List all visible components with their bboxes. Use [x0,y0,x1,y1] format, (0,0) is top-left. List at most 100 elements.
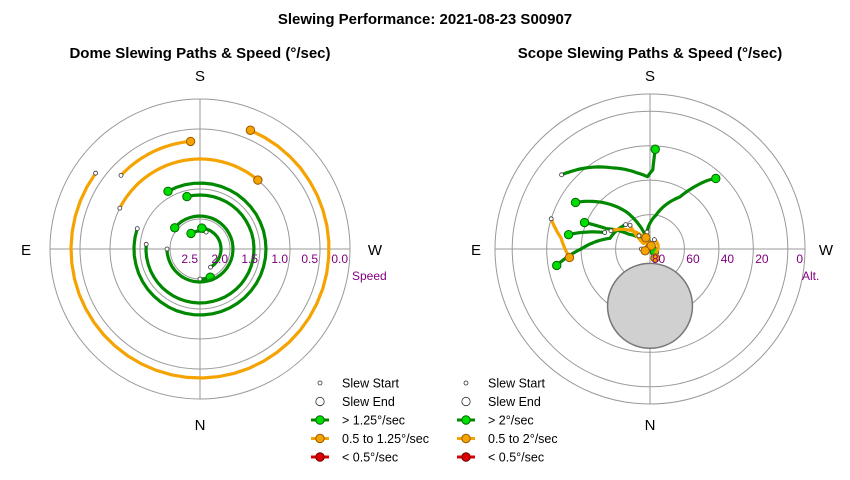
slew-path [132,181,268,317]
legend-label: Slew End [342,395,395,409]
slew-path [118,157,260,210]
radial-tick-label: 0.5 [301,252,318,266]
dome-polar-grid [49,98,351,400]
slew-end-marker [552,260,562,271]
slew-end-marker [650,253,660,263]
slew-start-marker [602,230,608,235]
dome-compass-top: S [195,68,205,85]
slew-end-marker [170,223,180,233]
slew-start-marker [93,170,99,176]
radial-tick-label: 20 [755,252,769,266]
radial-tick-label: 80 [652,252,666,266]
legend-label: Slew End [488,395,541,409]
slew-end-marker [245,125,256,135]
slew-end-marker [570,197,581,208]
legend-slew-end-marker [461,396,471,407]
radial-tick-label: 1.0 [271,252,288,266]
scope-compass-left: E [471,242,481,259]
slew-end-marker [182,191,192,202]
slew-end-marker [163,186,173,196]
slew-start-marker [608,228,614,234]
dome-compass-right: W [368,242,383,259]
scope-chart-title: Scope Slewing Paths & Speed (°/sec) [518,45,782,62]
radial-tick-label: 40 [721,252,735,266]
slew-start-marker [208,264,213,270]
legend-label: < 0.5°/sec [342,451,398,465]
legend-medium-marker [461,433,471,444]
dome-chart-title: Dome Slewing Paths & Speed (°/sec) [69,45,330,62]
slew-end-marker [253,175,263,185]
legend-slew-start-marker [317,380,323,386]
legend-slew-end-marker [315,396,325,407]
scope-compass-right: W [819,242,834,259]
slew-end-marker [197,223,207,233]
slew-end-marker [564,252,575,263]
slew-end-marker [646,241,656,251]
slew-start-marker [164,246,170,252]
scope-radial-ticks: 80 60 40 20 0 [652,252,803,266]
slew-start-marker [559,172,565,178]
scope-chart: Scope Slewing Paths & Speed (°/sec) 80 60… [457,45,834,465]
radial-tick-label: 0.0 [331,252,348,266]
slew-end-marker [186,228,196,239]
slew-end-marker [563,229,574,240]
legend-slow-marker [315,452,325,462]
slew-path [165,214,235,284]
slew-path [119,139,193,177]
legend-label: > 1.25°/sec [342,414,405,428]
slew-end-marker [641,232,651,243]
slew-end-marker [650,144,660,154]
slew-start-marker [134,226,140,232]
slew-end-marker [711,173,721,184]
slew-start-marker [143,241,149,247]
legend-fast-marker [461,415,471,425]
slew-path [144,193,256,305]
slew-start-marker [623,222,629,228]
slew-start-marker [636,233,642,239]
figure-title: Slewing Performance: 2021-08-23 S00907 [278,11,572,28]
dome-chart: Dome Slewing Paths & Speed (°/sec) 2.5 2.… [21,45,429,465]
radial-tick-label: 60 [686,252,700,266]
slew-end-marker [185,136,196,147]
dome-radial-ticks: 2.5 2.0 1.5 1.0 0.5 0.0 [181,252,348,266]
radial-tick-label: 2.0 [211,252,228,266]
slew-start-marker [548,216,554,222]
slew-end-marker [640,246,650,256]
legend-medium-marker [315,433,325,444]
legend-slew-start-marker [463,380,469,386]
scope-legend: Slew Start Slew End > 2°/sec 0.5 to 2°/sec <… [457,377,558,465]
scope-compass-bottom: N [645,417,656,434]
legend-label: 0.5 to 2°/sec [488,432,558,446]
slew-end-marker [579,217,590,228]
radial-tick-label: 0 [796,252,803,266]
zenith-exclusion-zone [606,262,694,350]
slew-start-marker [118,172,124,178]
slew-start-marker [117,205,123,211]
slew-path [645,176,718,234]
scope-compass-top: S [645,68,655,85]
slew-path [566,230,607,237]
dome-slew-paths [69,125,331,380]
scope-radial-axis-label: Alt. [802,269,819,283]
slew-start-marker [627,222,633,228]
legend-fast-marker [315,415,325,425]
legend-label: < 0.5°/sec [488,451,544,465]
legend-label: 0.5 to 1.25°/sec [342,432,429,446]
dome-radial-axis-label: Speed [352,269,387,283]
legend-label: > 2°/sec [488,414,534,428]
legend-slow-marker [461,452,471,462]
legend-label: Slew Start [342,377,399,391]
radial-tick-label: 1.5 [241,252,258,266]
slew-path [559,147,657,179]
radial-tick-label: 2.5 [181,252,198,266]
dome-legend: Slew Start Slew End > 1.25°/sec 0.5 to 1.25… [311,377,429,465]
dome-compass-bottom: N [195,417,206,434]
slew-path [200,226,223,269]
slew-path [69,128,331,380]
slew-path [549,217,572,260]
legend-label: Slew Start [488,377,545,391]
scope-slew-paths [548,144,721,350]
slew-start-marker [651,237,657,243]
dome-compass-left: E [21,242,31,259]
